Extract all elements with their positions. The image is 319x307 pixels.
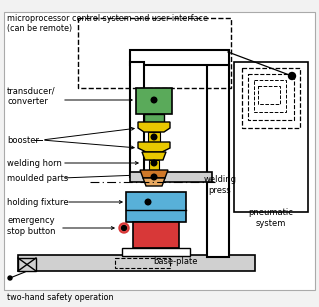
Text: booster: booster <box>7 135 39 145</box>
Bar <box>254 80 286 112</box>
Text: holding fixture: holding fixture <box>7 197 69 207</box>
Text: emergency
stop button: emergency stop button <box>7 216 56 236</box>
Bar <box>148 132 160 142</box>
Text: pneumatic
system: pneumatic system <box>249 208 293 228</box>
Polygon shape <box>138 122 170 132</box>
Polygon shape <box>140 170 168 178</box>
Circle shape <box>151 134 157 140</box>
Circle shape <box>151 97 157 103</box>
Bar <box>149 160 159 170</box>
Text: welding horn: welding horn <box>7 158 62 168</box>
Bar <box>136 88 172 114</box>
Bar <box>258 86 280 104</box>
Bar <box>18 255 255 271</box>
Bar <box>144 114 164 122</box>
Text: base-plate: base-plate <box>153 257 197 266</box>
Bar <box>78 18 231 88</box>
Circle shape <box>151 174 157 180</box>
Polygon shape <box>143 178 165 186</box>
Circle shape <box>145 199 151 205</box>
Circle shape <box>288 72 295 80</box>
Circle shape <box>122 226 127 231</box>
Bar <box>126 192 186 222</box>
Text: microprocessor control system and user interface
(can be remote): microprocessor control system and user i… <box>7 14 208 33</box>
Bar <box>130 50 229 65</box>
Circle shape <box>119 223 129 233</box>
Text: two-hand safety operation: two-hand safety operation <box>7 293 114 301</box>
Bar <box>115 258 170 268</box>
Bar <box>248 74 294 120</box>
Bar <box>234 62 308 212</box>
Bar <box>130 62 144 177</box>
Text: moulded parts: moulded parts <box>7 173 68 182</box>
Bar <box>133 222 179 248</box>
Bar <box>122 248 190 256</box>
Circle shape <box>151 160 157 166</box>
Polygon shape <box>138 142 170 152</box>
Circle shape <box>121 225 127 231</box>
Bar <box>242 68 300 128</box>
Bar <box>130 172 212 182</box>
Bar <box>207 62 229 257</box>
Polygon shape <box>142 152 166 160</box>
Text: welding
press: welding press <box>204 175 236 195</box>
Circle shape <box>8 276 12 280</box>
Text: transducer/
converter: transducer/ converter <box>7 86 56 106</box>
Bar <box>18 258 36 271</box>
